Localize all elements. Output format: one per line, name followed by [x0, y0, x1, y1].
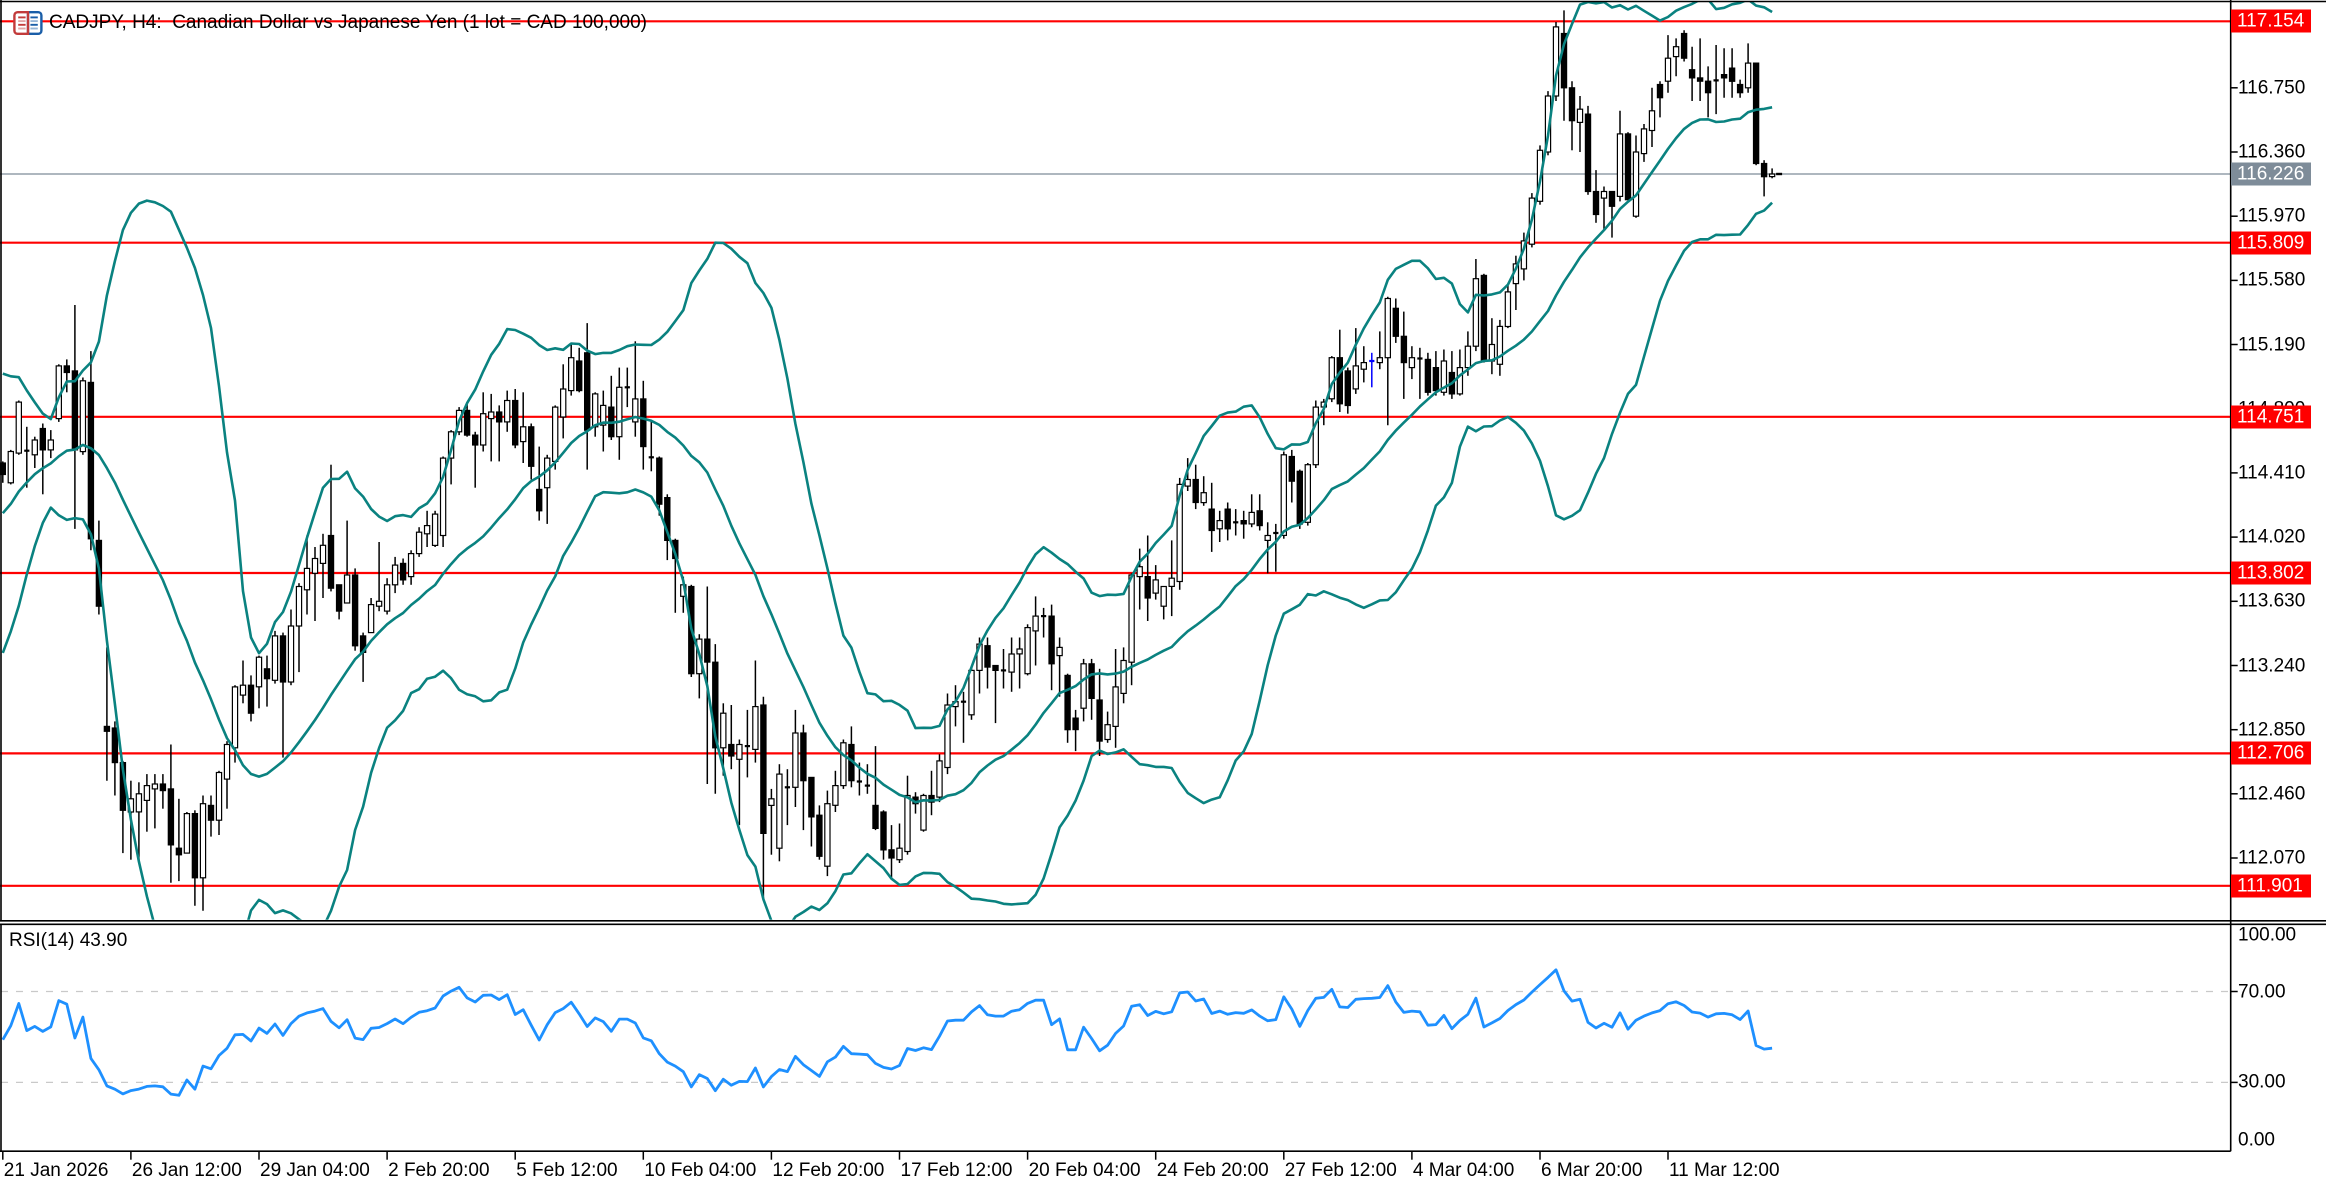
- time-axis-label: 20 Feb 04:00: [1028, 1160, 1141, 1181]
- rsi-axis-label: 100.00: [2238, 924, 2297, 946]
- price-axis-label: 113.630: [2238, 590, 2306, 612]
- level-price-badge: 115.809: [2231, 231, 2311, 255]
- time-axis-label: 26 Jan 12:00: [131, 1160, 242, 1181]
- level-price-badge: 117.154: [2231, 9, 2311, 33]
- rsi-axis-label: 70.00: [2238, 981, 2286, 1002]
- level-price-badge: 113.802: [2231, 561, 2311, 585]
- time-axis-label: 5 Feb 12:00: [516, 1160, 618, 1181]
- time-axis-label: 10 Feb 04:00: [644, 1160, 757, 1181]
- axis-ticks: [2, 87, 2238, 1160]
- rsi-axis-label: 0.00: [2238, 1129, 2275, 1151]
- time-axis-label: 12 Feb 20:00: [772, 1160, 885, 1181]
- time-axis-label: 2 Feb 20:00: [388, 1160, 490, 1181]
- candles: [0, 10, 1776, 911]
- current-price-badge: 116.226: [2231, 162, 2311, 186]
- rsi-indicator-label: RSI(14) 43.90: [9, 930, 128, 951]
- price-axis-label: 115.190: [2238, 334, 2306, 355]
- price-axis-label: 115.580: [2238, 269, 2306, 291]
- chart-frame: [0, 0, 2326, 1152]
- price-axis-label: 114.020: [2238, 526, 2306, 548]
- price-axis-label: 116.360: [2238, 141, 2306, 163]
- time-axis-label: 21 Jan 2026: [3, 1160, 109, 1181]
- bollinger-lower-band: [1, 201, 1774, 920]
- price-axis-label: 112.850: [2238, 719, 2306, 741]
- bollinger-upper-band: [2, 1, 1773, 730]
- price-axis-label: 113.240: [2238, 655, 2306, 676]
- level-price-badge: 111.901: [2231, 874, 2311, 898]
- bollinger-middle-band: [1, 106, 1773, 804]
- price-axis-label: 112.070: [2238, 847, 2306, 869]
- rsi-line: [1, 968, 1773, 1097]
- price-axis-label: 112.460: [2238, 783, 2306, 805]
- price-axis-label: 114.410: [2238, 462, 2306, 484]
- time-axis-label: 17 Feb 12:00: [900, 1160, 1013, 1181]
- time-axis-label: 6 Mar 20:00: [1541, 1160, 1643, 1181]
- level-price-badge: 112.706: [2231, 741, 2311, 765]
- price-axis-label: 116.750: [2238, 77, 2306, 99]
- rsi-axis-label: 30.00: [2238, 1071, 2286, 1093]
- time-axis-label: 11 Mar 12:00: [1669, 1160, 1780, 1181]
- level-price-badge: 114.751: [2231, 405, 2311, 429]
- time-axis-label: 24 Feb 20:00: [1156, 1160, 1269, 1181]
- time-axis-label: 29 Jan 04:00: [260, 1160, 370, 1181]
- time-axis-label: 27 Feb 12:00: [1284, 1160, 1397, 1181]
- time-axis-label: 4 Mar 04:00: [1412, 1160, 1515, 1181]
- price-axis-label: 115.970: [2238, 205, 2306, 227]
